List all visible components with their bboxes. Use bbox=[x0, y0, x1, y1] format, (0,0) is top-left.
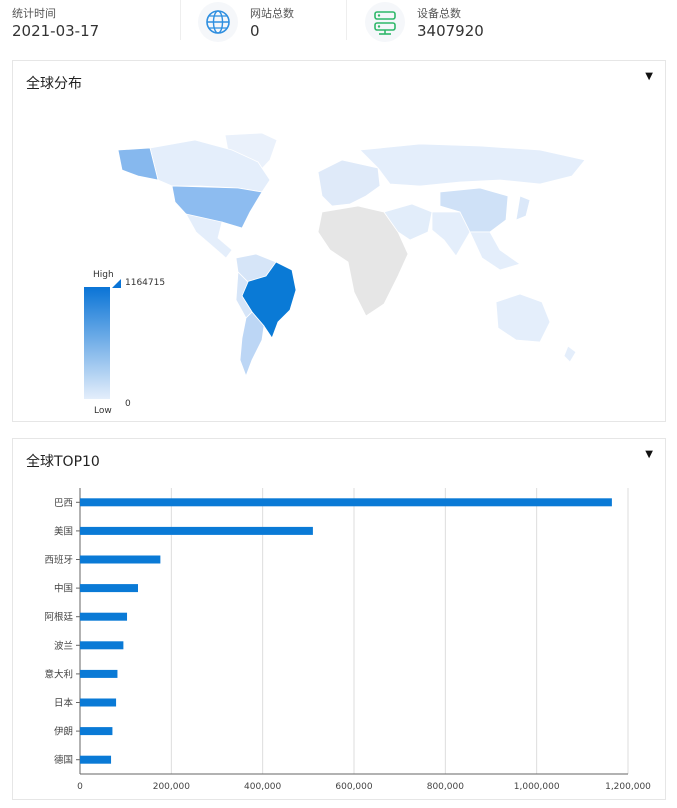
stat-devices-value: 3407920 bbox=[417, 22, 484, 40]
legend-high-label: High bbox=[93, 270, 114, 280]
stats-bar: 统计时间 2021-03-17 网站总数 0 设备总数 bbox=[0, 0, 677, 48]
y-category-label: 意大利 bbox=[44, 668, 73, 680]
map-middle-east bbox=[383, 203, 433, 241]
y-category-label: 波兰 bbox=[54, 640, 73, 652]
y-category-label: 德国 bbox=[54, 754, 73, 766]
x-tick-label: 400,000 bbox=[244, 782, 281, 792]
bar[interactable] bbox=[80, 526, 313, 535]
legend-low-label: Low bbox=[94, 406, 112, 416]
legend-max-value: 1164715 bbox=[125, 278, 166, 288]
stat-date-value: 2021-03-17 bbox=[12, 22, 100, 40]
bar[interactable] bbox=[80, 612, 128, 621]
y-category-label: 伊朗 bbox=[54, 726, 73, 738]
map-europe bbox=[317, 159, 381, 207]
bar[interactable] bbox=[80, 641, 124, 650]
map-mexico bbox=[185, 213, 233, 259]
map-russia bbox=[359, 143, 586, 187]
y-category-label: 美国 bbox=[54, 525, 73, 537]
globe-icon bbox=[198, 2, 238, 42]
map-argentina bbox=[239, 311, 265, 378]
bar[interactable] bbox=[80, 555, 161, 564]
dropdown-arrow-icon[interactable]: ▼ bbox=[645, 449, 653, 460]
stat-devices-label: 设备总数 bbox=[417, 7, 461, 20]
bar[interactable] bbox=[80, 669, 118, 678]
x-tick-label: 1,200,000 bbox=[605, 782, 651, 792]
bar[interactable] bbox=[80, 498, 612, 507]
world-map bbox=[117, 132, 586, 378]
map-new-zealand bbox=[563, 345, 577, 363]
divider bbox=[346, 0, 347, 40]
map-card-title: 全球分布 bbox=[26, 76, 82, 92]
y-category-label: 西班牙 bbox=[44, 554, 73, 566]
y-category-label: 日本 bbox=[54, 697, 74, 709]
x-tick-label: 1,000,000 bbox=[514, 782, 560, 792]
dropdown-arrow-icon[interactable]: ▼ bbox=[645, 71, 653, 82]
y-category-label: 中国 bbox=[54, 583, 73, 595]
x-tick-label: 800,000 bbox=[427, 782, 464, 792]
map-australia bbox=[495, 293, 551, 343]
top10-card-title: 全球TOP10 bbox=[26, 454, 100, 470]
server-icon bbox=[365, 2, 405, 42]
stat-date-label: 统计时间 bbox=[12, 7, 56, 20]
map-se-asia bbox=[469, 231, 521, 271]
stat-websites-value: 0 bbox=[250, 22, 260, 40]
y-category-label: 巴西 bbox=[54, 498, 73, 509]
map-alaska bbox=[117, 147, 159, 181]
x-tick-label: 200,000 bbox=[153, 782, 190, 792]
stat-websites-label: 网站总数 bbox=[250, 7, 294, 20]
y-category-label: 阿根廷 bbox=[44, 611, 73, 623]
x-tick-label: 0 bbox=[77, 782, 83, 792]
legend-min-value: 0 bbox=[125, 399, 131, 409]
legend-gradient[interactable] bbox=[84, 287, 110, 399]
bar[interactable] bbox=[80, 584, 138, 593]
bar[interactable] bbox=[80, 755, 112, 764]
map-japan bbox=[515, 195, 531, 221]
x-tick-label: 600,000 bbox=[335, 782, 372, 792]
legend-handle-top[interactable] bbox=[112, 279, 121, 288]
divider bbox=[180, 0, 181, 40]
bar[interactable] bbox=[80, 698, 117, 707]
bar[interactable] bbox=[80, 727, 113, 736]
